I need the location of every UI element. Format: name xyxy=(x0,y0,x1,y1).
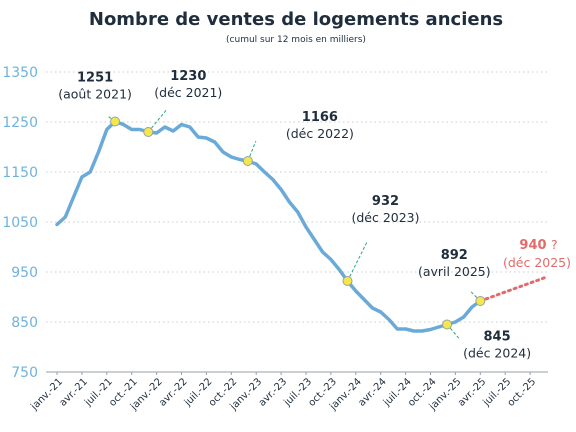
y-tick-label: 1150 xyxy=(2,165,38,181)
forecast-value: 940 xyxy=(519,238,546,253)
annotation-period: (déc 2021) xyxy=(154,85,222,100)
y-tick-label: 1050 xyxy=(2,215,38,231)
series-lines xyxy=(55,119,549,333)
annotation-marker xyxy=(242,156,253,166)
annotation-value: 932 xyxy=(372,194,399,209)
annotation-marker xyxy=(342,276,353,286)
annotation-leader xyxy=(247,140,257,162)
annotations: 1251(août 2021)1230(déc 2021)1166(déc 20… xyxy=(58,69,571,361)
annotation-period: (avril 2025) xyxy=(418,264,491,279)
annotation-value: 1166 xyxy=(302,110,338,125)
forecast-period: (déc 2025) xyxy=(503,255,571,270)
chart-subtitle: (cumul sur 12 mois en milliers) xyxy=(226,35,366,45)
gridlines xyxy=(46,71,548,373)
annotation-period: (août 2021) xyxy=(58,87,132,102)
forecast-line xyxy=(478,275,549,303)
y-tick-label: 1350 xyxy=(2,65,38,81)
annotation-value: 845 xyxy=(484,330,511,345)
series-line-0 xyxy=(55,119,483,333)
y-axis: 750 850 950 1050 1150 1250 1350 xyxy=(2,65,548,381)
annotation-leader xyxy=(347,240,368,282)
annotation-leader xyxy=(446,324,460,339)
annotation-marker xyxy=(143,127,154,137)
annotation-period: (déc 2023) xyxy=(351,210,419,225)
y-tick-label: 850 xyxy=(11,315,38,331)
annotation-marker xyxy=(442,319,453,330)
chart-title: Nombre de ventes de logements anciens xyxy=(89,9,503,30)
annotation-period: (déc 2022) xyxy=(286,126,354,141)
annotation-value: 1251 xyxy=(77,71,113,86)
annotation-marker xyxy=(475,296,486,306)
annotation-period: (déc 2024) xyxy=(463,346,531,361)
y-tick-label: 1250 xyxy=(2,115,38,131)
annotation-value: 892 xyxy=(441,248,468,263)
y-tick-label: 750 xyxy=(11,365,38,381)
x-tick-label: oct.-25 xyxy=(506,376,539,409)
annotation-marker xyxy=(110,116,121,127)
x-tick-label: janv.-21 xyxy=(28,376,65,413)
annotation-value: 1230 xyxy=(170,69,206,84)
forecast-question: ? xyxy=(551,237,558,252)
y-tick-label: 950 xyxy=(11,265,38,281)
x-axis: janv.-21avr.-21juil.-21oct.-21janv.-22av… xyxy=(28,372,538,413)
